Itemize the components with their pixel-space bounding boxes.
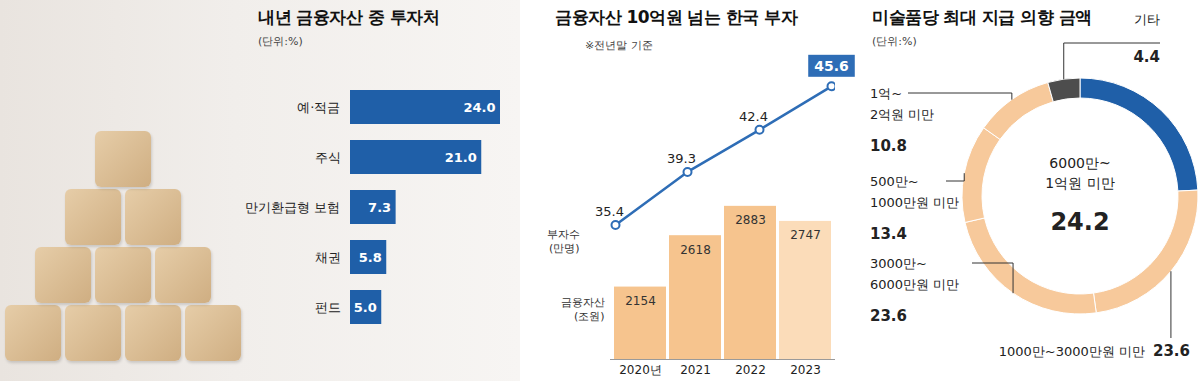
svg-text:5.0: 5.0	[354, 300, 377, 315]
svg-text:1000만~3000만원 미만23.6: 1000만~3000만원 미만23.6	[999, 342, 1190, 360]
svg-text:24.2: 24.2	[1050, 208, 1109, 236]
svg-text:기타: 기타	[1134, 12, 1160, 27]
svg-text:부자수(만명): 부자수(만명)	[547, 228, 580, 255]
svg-text:1000만원 미만: 1000만원 미만	[870, 195, 959, 210]
svg-text:13.4: 13.4	[870, 225, 907, 243]
svg-text:42.4: 42.4	[739, 109, 768, 124]
svg-text:만기환급형 보험: 만기환급형 보험	[245, 200, 340, 215]
svg-text:39.3: 39.3	[667, 151, 696, 166]
svg-text:1억~: 1억~	[870, 86, 902, 101]
svg-text:45.6: 45.6	[814, 58, 849, 74]
svg-text:금융자산(조원): 금융자산(조원)	[561, 296, 605, 323]
svg-text:3000만~: 3000만~	[870, 256, 927, 271]
svg-text:6000만~: 6000만~	[1049, 155, 1110, 171]
svg-text:5.8: 5.8	[359, 250, 382, 265]
svg-text:2154: 2154	[625, 294, 656, 308]
svg-text:2020년: 2020년	[619, 363, 662, 377]
svg-text:주식: 주식	[315, 150, 341, 165]
svg-text:2억원 미만: 2억원 미만	[870, 107, 934, 122]
svg-text:예·적금: 예·적금	[297, 100, 340, 115]
svg-text:채권: 채권	[315, 250, 341, 265]
svg-text:35.4: 35.4	[595, 204, 624, 219]
svg-text:2747: 2747	[790, 228, 821, 242]
svg-text:펀드: 펀드	[315, 300, 341, 315]
svg-text:2021: 2021	[680, 363, 711, 377]
svg-text:500만~: 500만~	[870, 174, 919, 189]
svg-text:6000만원 미만: 6000만원 미만	[870, 277, 959, 292]
html-text:내년 금융자산 중 투자처: 내년 금융자산 중 투자처	[258, 7, 440, 27]
svg-text:21.0: 21.0	[445, 150, 477, 165]
svg-text:2023: 2023	[790, 363, 821, 377]
svg-text:23.6: 23.6	[870, 307, 907, 325]
html-text:※전년말 기준: ※전년말 기준	[585, 39, 653, 52]
svg-text:10.8: 10.8	[870, 137, 907, 155]
svg-text:24.0: 24.0	[463, 100, 495, 115]
svg-text:4.4: 4.4	[1133, 48, 1160, 66]
svg-text:2618: 2618	[680, 243, 711, 257]
html-text:(단위:%): (단위:%)	[258, 35, 303, 48]
svg-text:2022: 2022	[735, 363, 766, 377]
html-text:(단위:%): (단위:%)	[872, 35, 917, 48]
html-text:미술품당 최대 지급 의향 금액: 미술품당 최대 지급 의향 금액	[872, 7, 1092, 27]
svg-text:2883: 2883	[735, 213, 766, 227]
html-text:금융자산 10억원 넘는 한국 부자: 금융자산 10억원 넘는 한국 부자	[555, 7, 798, 27]
svg-text:7.3: 7.3	[368, 200, 391, 215]
svg-text:1억원 미만: 1억원 미만	[1045, 175, 1114, 191]
